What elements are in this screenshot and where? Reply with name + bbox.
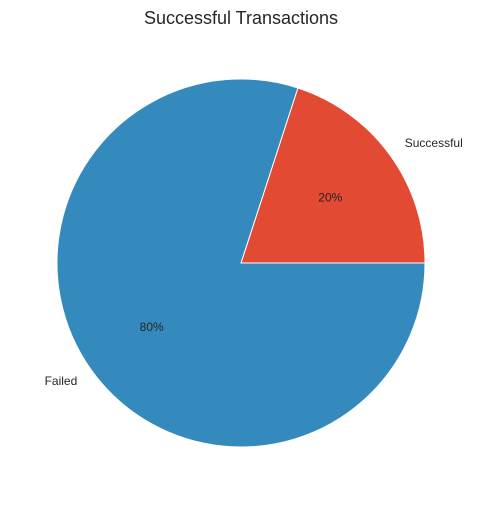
slice-label-successful: Successful bbox=[405, 136, 463, 150]
percent-label-successful: 20% bbox=[318, 190, 342, 204]
chart-title: Successful Transactions bbox=[143, 8, 339, 28]
slice-label-failed: Failed bbox=[45, 374, 78, 388]
pie-slice-failed bbox=[56, 78, 426, 448]
percent-label-failed: 80% bbox=[140, 320, 164, 334]
pie-slice-successful bbox=[240, 87, 426, 264]
